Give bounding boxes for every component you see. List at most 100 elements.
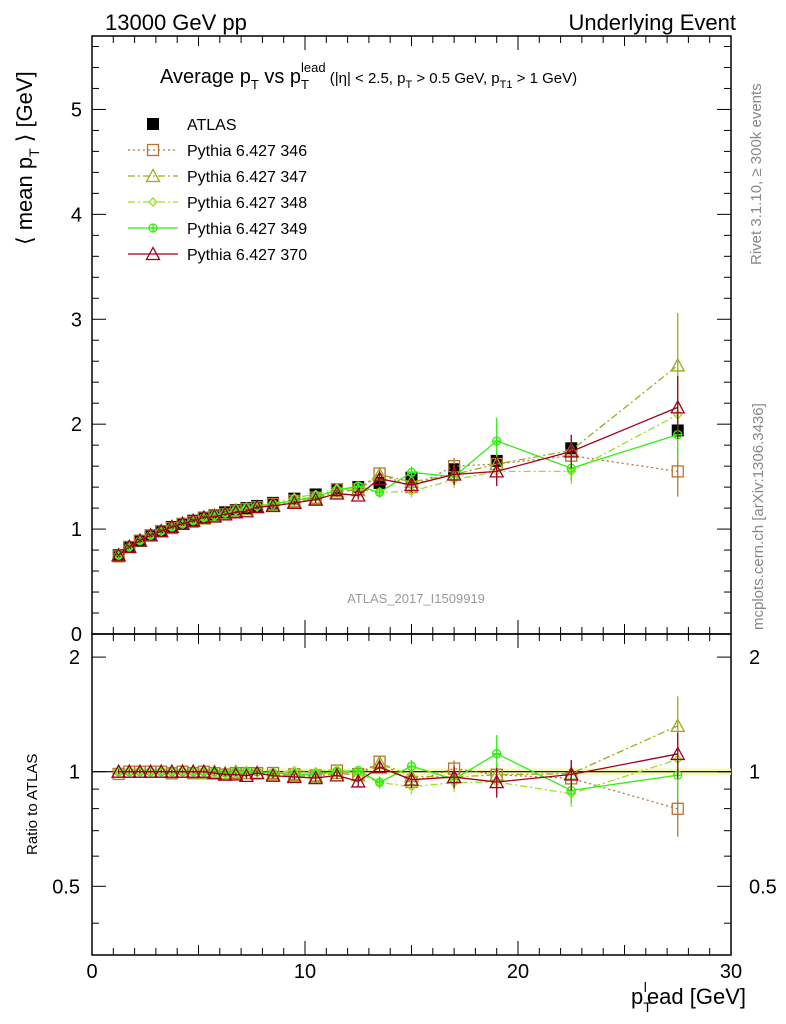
x-tick-label: 0 — [86, 961, 97, 983]
y-label-sub: T — [26, 148, 42, 157]
title-sub-3: T — [405, 79, 412, 91]
series-4-ratio-point — [132, 763, 148, 778]
series-4-point — [142, 527, 159, 542]
y-tick-label: 5 — [71, 99, 82, 121]
ratio-tick-label: 0.5 — [52, 876, 80, 898]
series-4-point — [489, 463, 505, 478]
legend-marker-1 — [145, 168, 161, 183]
series-4-point — [286, 494, 302, 510]
series-4-ratio-point — [563, 766, 579, 781]
series-4-point — [132, 532, 148, 547]
series-4-ratio-point — [446, 769, 462, 784]
y-tick-label: 4 — [71, 204, 82, 226]
header-right: Underlying Event — [568, 10, 736, 35]
series-4-ratio-point — [228, 766, 244, 781]
y-tick-label: 1 — [71, 519, 82, 541]
series-4-point — [121, 539, 137, 554]
legend-marker-4 — [145, 246, 161, 261]
series-1-point — [670, 357, 686, 372]
title-sub-1: T — [251, 77, 259, 92]
series-3-line — [118, 434, 678, 556]
main-series-layer — [111, 312, 686, 563]
series-4-ratio-point — [238, 768, 255, 783]
y-label-part-a: ⟨ mean p — [12, 157, 37, 245]
x-axis-ticks: 0 10 20 30 — [86, 36, 742, 983]
series-4-ratio-point — [121, 763, 137, 778]
analysis-watermark: ATLAS_2017_I1509919 — [347, 591, 485, 606]
title-part-3: (|η| < 2.5, p — [326, 70, 406, 87]
x-label-sup: l — [644, 979, 647, 995]
x-label-part-b: ead [GeV] — [647, 984, 746, 1009]
series-2-ratio-line — [118, 758, 678, 795]
legend-label-0: Pythia 6.427 346 — [187, 143, 307, 160]
series-0-line — [118, 454, 678, 557]
series-4-point — [153, 523, 169, 538]
series-4-point — [350, 487, 366, 502]
legend-marker-2 — [148, 197, 158, 207]
series-4-point — [217, 506, 233, 521]
series-4-ratio-point — [403, 771, 420, 786]
series-4-point — [446, 466, 462, 481]
series-4-ratio-point — [185, 763, 201, 778]
series-4-ratio-point — [489, 774, 505, 789]
ratio-tick-label: 2 — [69, 647, 80, 669]
legend-label-4: Pythia 6.427 370 — [187, 247, 307, 264]
plot-title: Average pT vs pTlead (|η| < 2.5, pT > 0.… — [160, 60, 577, 92]
mcplots-label: mcplots.cern.ch [arXiv:1306.3436] — [750, 403, 767, 630]
x-tick-label: 10 — [294, 961, 316, 983]
series-4-ratio-point — [249, 765, 265, 780]
series-4-point — [329, 485, 345, 500]
series-4-point — [185, 512, 201, 527]
series-4-point — [563, 443, 579, 458]
title-sup-2: lead — [301, 60, 326, 75]
series-4-ratio-point — [206, 765, 223, 780]
series-4-ratio-point — [111, 763, 127, 778]
main-axis-ticks: 0 1 2 3 4 5 — [71, 45, 731, 646]
title-sub-2: T — [301, 77, 309, 92]
series-2-line — [118, 414, 679, 556]
series-1-line — [118, 364, 679, 556]
series-4-point — [238, 503, 255, 518]
title-part-2: vs p — [259, 66, 301, 88]
series-4-point — [308, 491, 324, 506]
series-4-point — [111, 547, 127, 562]
ratio-series-layer — [111, 696, 686, 837]
rivet-label: Rivet 3.1.10, ≥ 300k events — [748, 83, 765, 265]
series-4-ratio-point — [153, 763, 169, 778]
ratio-tick-label: 1 — [69, 762, 80, 784]
series-4-ratio-point — [371, 759, 388, 774]
series-0-ratio-point — [671, 802, 684, 815]
y-axis-label: ⟨ mean pT ⟩ [GeV] — [12, 71, 42, 245]
series-0-point — [671, 465, 684, 478]
title-part-5: > 1 GeV) — [512, 70, 577, 87]
series-4-ratio-point — [142, 763, 159, 778]
x-axis-label: pTlead [GeV] — [631, 979, 746, 1015]
series-4-point — [206, 508, 223, 523]
series-4-ratio-point — [308, 770, 324, 785]
ratio-tick-label-right: 0.5 — [749, 876, 777, 898]
series-4-ratio-point — [217, 766, 233, 781]
series-4-ratio-point — [265, 767, 281, 782]
legend-atlas-marker — [147, 118, 159, 130]
series-4-ratio-point — [174, 763, 191, 778]
x-label-part-a: p — [631, 984, 643, 1009]
series-4-ratio-point — [286, 769, 302, 784]
x-tick-label: 20 — [507, 961, 529, 983]
ratio-tick-label-right: 2 — [749, 647, 760, 669]
y-label-part-b: ⟩ [GeV] — [12, 71, 37, 148]
ratio-y-axis-label: Ratio to ATLAS — [24, 754, 41, 855]
legend-label-3: Pythia 6.427 349 — [187, 221, 307, 238]
series-4-point — [249, 499, 265, 514]
series-4-ratio-point — [164, 763, 180, 778]
legend-label-2: Pythia 6.427 348 — [187, 195, 307, 212]
series-4-point — [164, 519, 180, 534]
title-part-4: > 0.5 GeV, p — [412, 70, 499, 87]
series-4-ratio-point — [350, 773, 366, 788]
legend-label-1: Pythia 6.427 347 — [187, 169, 307, 186]
header-left: 13000 GeV pp — [105, 10, 247, 35]
series-4-ratio-point — [196, 763, 212, 778]
series-4-point — [174, 515, 191, 530]
series-4-point — [196, 509, 212, 524]
series-4-point — [228, 504, 244, 519]
